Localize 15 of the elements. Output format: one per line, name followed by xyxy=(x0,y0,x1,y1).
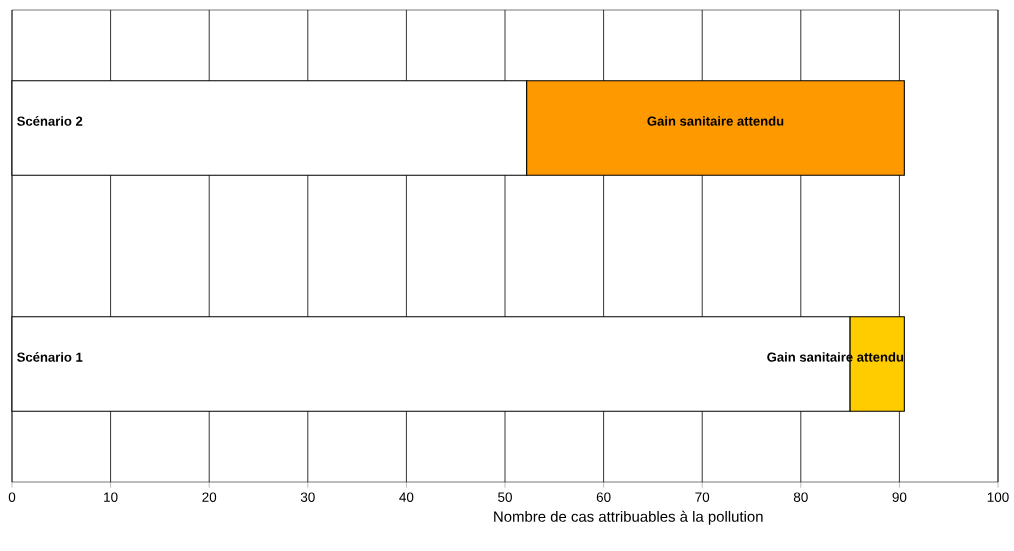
x-tick-label: 60 xyxy=(596,492,611,502)
x-tick-label: 0 xyxy=(8,492,16,502)
x-tick-label: 70 xyxy=(695,492,710,502)
annotation: Gain sanitaire attendu xyxy=(647,116,784,126)
x-tick-label: 100 xyxy=(987,492,1009,502)
y-tick-label: Scénario 1 xyxy=(17,352,83,362)
y-tick-label: Scénario 2 xyxy=(17,116,83,126)
x-axis-title: Nombre de cas attribuables à la pollution xyxy=(494,510,763,525)
x-tick-label: 90 xyxy=(892,492,907,502)
x-tick-label: 20 xyxy=(202,492,217,502)
x-tick-label: 80 xyxy=(793,492,808,502)
x-tick-label: 30 xyxy=(300,492,315,502)
x-tick-label: 40 xyxy=(399,492,414,502)
x-tick-label: 50 xyxy=(498,492,512,502)
x-tick-label: 10 xyxy=(104,492,118,502)
